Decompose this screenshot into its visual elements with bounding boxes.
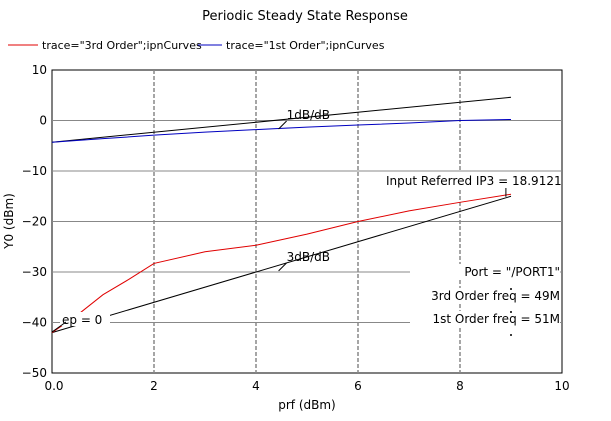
y-tick-label: −20 [22,215,47,229]
legend-label-3rd-order: trace="3rd Order";ipnCurves [42,39,202,52]
extrapolation-label-leader [278,120,287,130]
x-tick-label: 8 [456,379,464,393]
y-axis-label: Y0 (dBm) [2,193,16,250]
annotation-background [410,311,560,327]
x-tick-label: 10 [554,379,569,393]
x-axis-label: prf (dBm) [278,398,336,412]
ip3-label: Input Referred IP3 = 18.9121 [386,174,562,188]
ip3-label-background [384,172,560,188]
annotation-background [410,288,560,304]
x-tick-label: 0.0 [44,379,63,393]
annotation-text: 3rd Order freq = 49M [431,289,560,303]
y-tick-label: 0 [39,114,47,128]
y-tick-label: −10 [22,164,47,178]
chart-title: Periodic Steady State Response [202,9,408,24]
x-tick-label: 2 [150,379,158,393]
annotation-marker [510,334,512,336]
y-tick-label: 10 [32,63,47,77]
series-line-3rd-order [51,193,512,334]
extrapolation-label: 3dB/dB [287,250,330,264]
x-tick-label: 4 [252,379,260,393]
extrapolation-line [51,195,512,334]
annotation-text: Port = "/PORT1" [464,265,560,279]
extrapolation-label-leader [278,262,287,272]
extrapolation-label: 1dB/dB [287,108,330,122]
annotation-marker [510,288,512,290]
y-tick-label: −40 [22,316,47,330]
extrapolation-line [51,96,512,143]
annotation-text: 1st Order freq = 51M [432,312,560,326]
y-tick-label: −30 [22,265,47,279]
annotation-marker [510,311,512,313]
annotations: 1dB/dB 3dB/dB Input Referred IP3 = 18.9121… [51,108,562,336]
ep-label: ep = 0 [62,313,102,327]
y-tick-label: −50 [22,366,47,380]
axis-ticks: 0.0 2 4 6 8 10 10 0 −10 −20 −30 −40 −50 [22,63,570,393]
series-lines [51,96,512,334]
ep-leader [51,321,67,333]
annotation-background [410,264,560,280]
series-line-1st-order [51,118,512,143]
x-tick-label: 6 [354,379,362,393]
ep-label-background [60,312,110,326]
legend: trace="3rd Order";ipnCurves trace="1st O… [8,39,385,52]
legend-label-1st-order: trace="1st Order";ipnCurves [226,39,385,52]
